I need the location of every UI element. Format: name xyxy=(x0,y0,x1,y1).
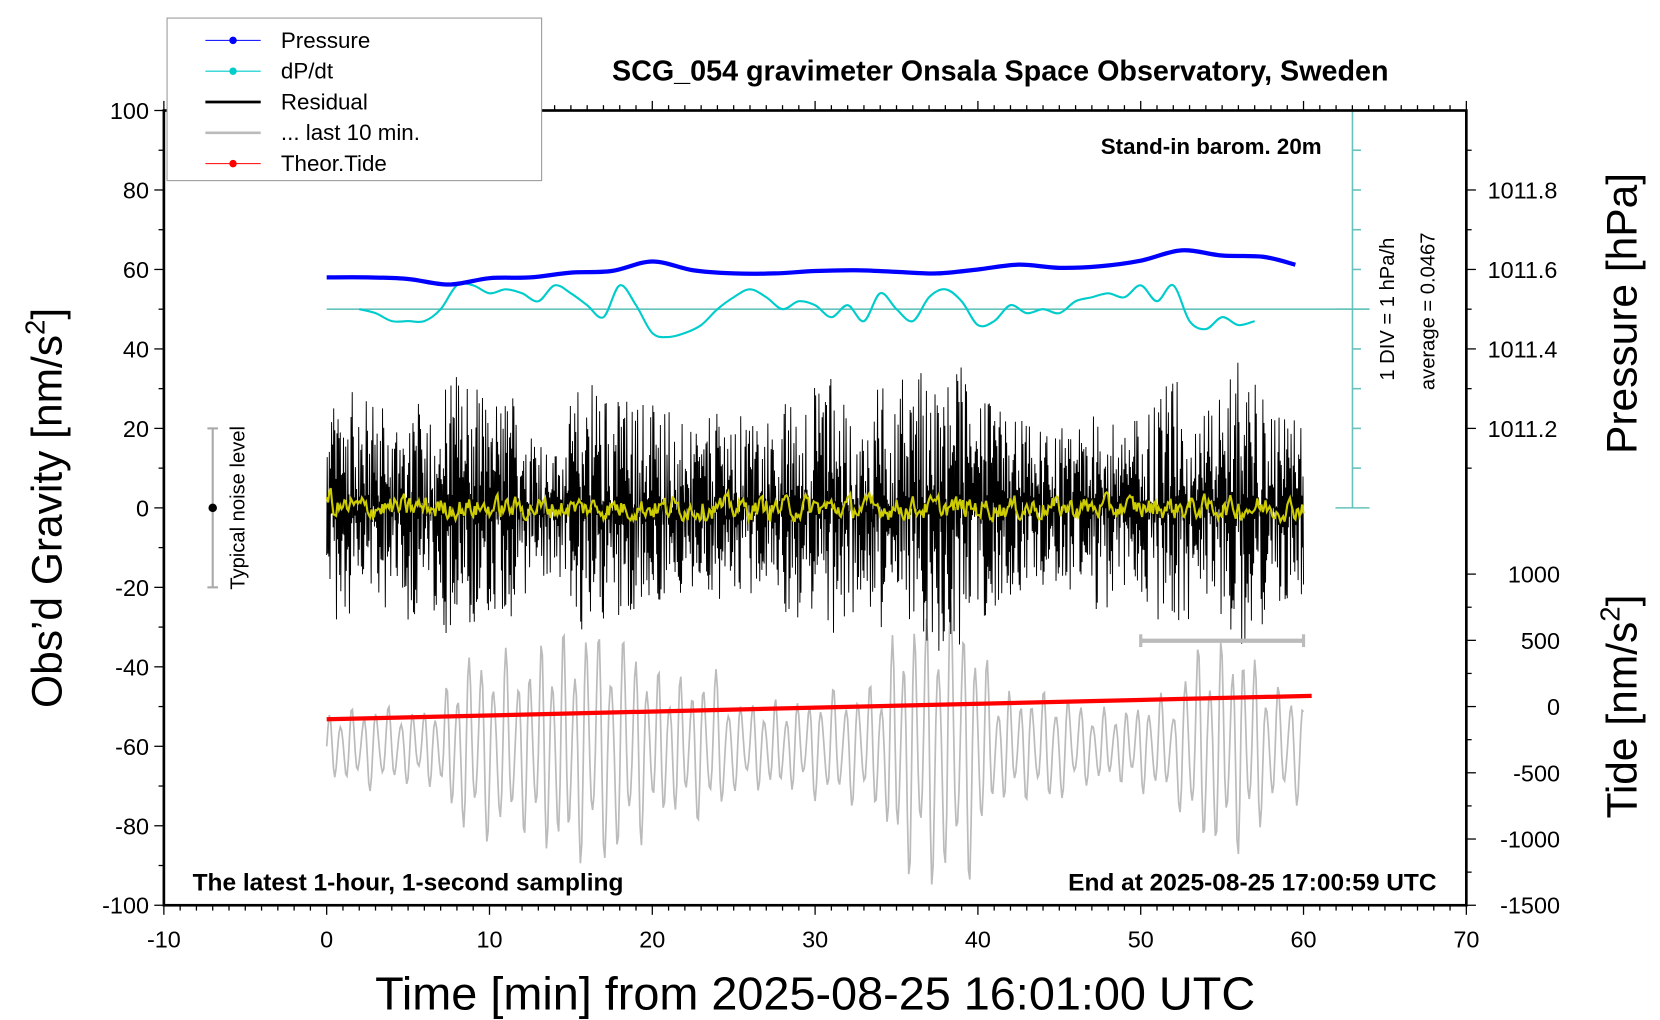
x-axis-label: Time [min] from 2025-08-25 16:01:00 UTC xyxy=(375,967,1255,1019)
y-tick-label: 80 xyxy=(123,177,149,203)
legend-label: Residual xyxy=(281,89,368,114)
tide-tick-label: -500 xyxy=(1513,760,1560,786)
y-tick-label: -40 xyxy=(115,654,149,680)
x-tick-label: 10 xyxy=(476,927,502,953)
chart-title: SCG_054 gravimeter Onsala Space Observat… xyxy=(612,56,1389,88)
tide-tick-label: 0 xyxy=(1547,694,1560,720)
legend-label: ... last 10 min. xyxy=(281,120,420,145)
tide-axis-label: Tide [nm/s2] xyxy=(1595,595,1647,819)
legend-marker xyxy=(229,67,237,75)
tide-tick-label: -1500 xyxy=(1500,893,1560,919)
y-tick-label: 20 xyxy=(123,416,149,442)
y-tick-label: 40 xyxy=(123,336,149,362)
y-tick-label: 0 xyxy=(136,495,149,521)
residual-smoothed-series xyxy=(325,487,1305,525)
y-axis-label: Obs’d Gravity [nm/s2] xyxy=(20,308,72,708)
pressure-axis-label: Pressure [hPa] xyxy=(1599,173,1647,454)
legend-box xyxy=(166,17,543,182)
dpdt-scale-label: 1 DIV = 1 hPa/h xyxy=(1377,238,1399,381)
legend-marker xyxy=(229,36,237,45)
pressure-tick-label: 1011.2 xyxy=(1488,416,1558,442)
last-10-min-series xyxy=(325,600,1305,885)
theoretical-tide-series xyxy=(326,693,1312,722)
axis-ticks: -10 0 10 20 30 40 50 60 70100806040200-20-40-60-… xyxy=(102,98,1560,953)
pressure-tick-label: 1011.8 xyxy=(1488,177,1558,203)
pressure-tick-label: 1011.4 xyxy=(1488,336,1558,362)
y-tick-label: 100 xyxy=(110,98,149,124)
residual-series xyxy=(326,362,1305,651)
tide-tick-label: 1000 xyxy=(1508,562,1560,588)
plot-marks xyxy=(207,109,1370,885)
x-tick-label: 20 xyxy=(639,927,665,953)
y-tick-label: 60 xyxy=(123,257,149,283)
legend-label: dP/dt xyxy=(281,59,334,84)
x-tick-label: 0 xyxy=(320,927,333,953)
x-tick-label: 30 xyxy=(802,927,828,953)
y-tick-label: -60 xyxy=(115,734,149,760)
sampling-annotation: The latest 1-hour, 1-second sampling xyxy=(193,869,624,896)
x-tick-label: 50 xyxy=(1128,927,1154,953)
x-tick-label: -10 xyxy=(147,927,181,953)
dpdt-series xyxy=(358,282,1255,339)
y-tick-label: -20 xyxy=(115,575,149,601)
end-time-annotation: End at 2025-08-25 17:00:59 UTC xyxy=(1068,869,1436,896)
noise-level-dot xyxy=(208,503,217,513)
y-tick-label: -80 xyxy=(115,813,149,839)
legend-label: Theor.Tide xyxy=(281,151,387,176)
x-tick-label: 70 xyxy=(1453,927,1479,953)
legend: Pressure dP/dt Residual ... last 10 min. The… xyxy=(166,17,543,182)
pressure-series xyxy=(326,248,1296,287)
y-tick-label: -100 xyxy=(102,893,149,919)
x-tick-label: 40 xyxy=(965,927,991,953)
dpdt-average-label: average = 0.0467 xyxy=(1417,233,1439,391)
tide-tick-label: 500 xyxy=(1521,628,1560,654)
x-tick-label: 60 xyxy=(1291,927,1317,953)
tide-tick-label: -1000 xyxy=(1500,827,1560,853)
pressure-tick-label: 1011.6 xyxy=(1488,257,1558,283)
legend-label: Pressure xyxy=(281,28,370,53)
noise-level-label: Typical noise level xyxy=(228,426,250,590)
barometer-annotation: Stand-in barom. 20m xyxy=(1101,134,1322,159)
legend-marker xyxy=(229,159,237,168)
